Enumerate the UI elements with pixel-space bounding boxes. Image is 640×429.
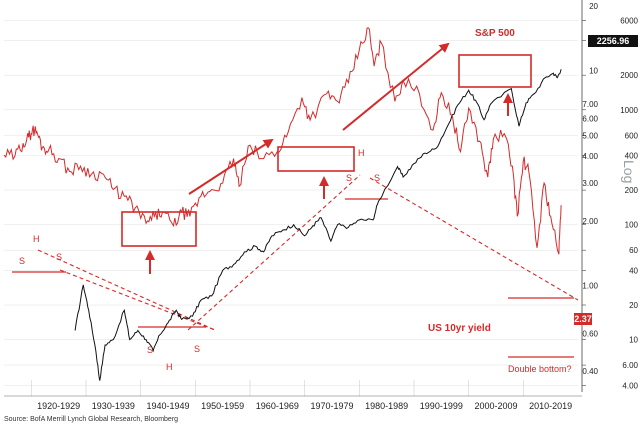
- x-tick-label: 1980-1989: [365, 401, 408, 411]
- us10yr-series-line: [3, 27, 562, 255]
- sp500-annotation: S&P 500: [475, 28, 515, 39]
- head-label: H: [166, 362, 173, 372]
- source-note: Source: BofA Merrill Lynch Global Resear…: [4, 416, 178, 423]
- head-shoulder-labels: S H S S H S S H S: [19, 148, 380, 372]
- sp500-tick-label: 6000: [620, 16, 638, 25]
- x-tick-label: 1960-1969: [256, 401, 299, 411]
- sp500-tick-label: 60: [629, 246, 638, 255]
- yield-axis-ticks: 100706050403020107.006.005.004.003.002.0…: [582, 2, 598, 376]
- sp500-last-value-badge: 2256.96: [588, 35, 638, 47]
- sp500-tick-label: 100: [625, 221, 639, 230]
- trend-overlays: [12, 174, 579, 358]
- shoulder-label: S: [147, 345, 153, 355]
- yield-tick-label: 3.00: [582, 179, 598, 188]
- yield-tick-label: 0.60: [582, 329, 598, 338]
- x-tick-label: 1940-1949: [146, 401, 189, 411]
- x-tick-label: 1990-1999: [420, 401, 463, 411]
- head-label: H: [358, 148, 365, 158]
- trend-arrows: [145, 42, 513, 274]
- sp500-tick-label: 10: [629, 336, 638, 345]
- sp500-series-line: [74, 69, 562, 381]
- x-tick-label: 1970-1979: [310, 401, 353, 411]
- log-axis-label: Log: [621, 160, 637, 183]
- yield-tick-label: 20: [589, 2, 598, 11]
- yield-tick-label: 5.00: [582, 131, 598, 140]
- yield-tick-label: 6.00: [582, 114, 598, 123]
- yield-last-value: 2.37: [574, 314, 592, 324]
- x-axis-decades: 1920-1929 1930-1939 1940-1949 1950-1959 1960…: [4, 380, 582, 411]
- x-tick-label: 1950-1959: [201, 401, 244, 411]
- highlight-box: [458, 54, 532, 88]
- sp500-tick-label: 4.00: [622, 381, 638, 390]
- sp500-tick-label: 600: [625, 131, 639, 140]
- yield-tick-label: 10: [589, 67, 598, 76]
- shoulder-label: S: [56, 252, 62, 262]
- x-tick-label: 2000-2009: [474, 401, 517, 411]
- shoulder-label: S: [194, 344, 200, 354]
- yield-last-value-badge: 2.37: [574, 313, 592, 325]
- yield-tick-label: 4.00: [582, 152, 598, 161]
- sp500-tick-label: 200: [625, 186, 639, 195]
- yield-tick-label: 0.40: [582, 367, 598, 376]
- highlight-box: [277, 146, 355, 172]
- shoulder-label: S: [346, 173, 352, 183]
- yield-tick-label: 7.00: [582, 100, 598, 109]
- sp500-tick-label: 1000: [620, 106, 638, 115]
- sp500-tick-label: 40: [629, 266, 638, 275]
- yield-tick-label: 1.00: [582, 282, 598, 291]
- dashed-trend-line: [37, 249, 216, 331]
- x-tick-label: 1930-1939: [92, 401, 135, 411]
- dashed-trend-line: [369, 177, 579, 301]
- shoulder-label: S: [19, 256, 25, 266]
- highlight-boxes: [121, 54, 532, 247]
- x-tick-label: 1920-1929: [37, 401, 80, 411]
- trend-arrow: [342, 42, 450, 131]
- sp500-tick-label: 20: [629, 301, 638, 310]
- highlight-box: [121, 211, 197, 247]
- x-tick-label: 2010-2019: [529, 401, 572, 411]
- gridlines: [4, 20, 578, 386]
- shoulder-label: S: [374, 173, 380, 183]
- double-bottom-annotation: Double bottom?: [508, 364, 572, 374]
- yield-tick-label: 2.00: [582, 217, 598, 226]
- sp500-tick-label: 400: [625, 152, 639, 161]
- sp500-tick-label: 6.00: [622, 361, 638, 370]
- sp500-last-value: 2256.96: [597, 36, 630, 46]
- dashed-trend-line: [59, 269, 216, 331]
- dashed-trend-line: [187, 174, 361, 331]
- sp500-tick-label: 2000: [620, 71, 638, 80]
- head-label: H: [33, 234, 40, 244]
- yield-annotation: US 10yr yield: [428, 323, 491, 334]
- trend-arrow: [188, 138, 274, 195]
